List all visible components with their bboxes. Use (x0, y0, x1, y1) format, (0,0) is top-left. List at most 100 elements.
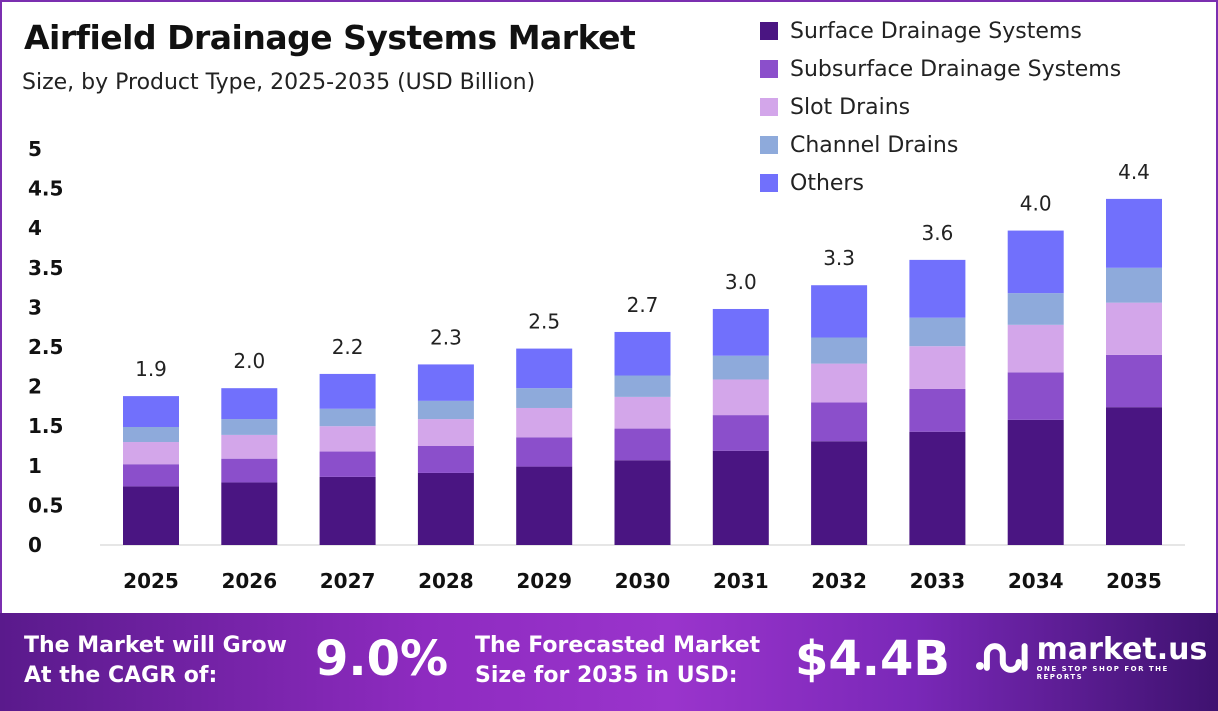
bar-segment-slot-drains (1106, 302, 1162, 355)
y-tick-label: 0.5 (28, 493, 63, 517)
y-tick-label: 1.5 (28, 414, 63, 438)
bar-segment-slot-drains (221, 434, 278, 459)
legend-label: Slot Drains (790, 94, 911, 120)
bar-segment-surface-drainage-systems (614, 460, 671, 545)
total-label: 3.0 (725, 270, 757, 294)
bar-segment-others (909, 259, 966, 318)
bar-segment-channel-drains (811, 337, 868, 364)
total-label: 2.3 (430, 325, 462, 349)
bar-segment-channel-drains (516, 388, 573, 408)
legend-swatch (760, 98, 778, 116)
bar-segment-surface-drainage-systems (417, 472, 474, 545)
bar-segment-surface-drainage-systems (1007, 419, 1064, 545)
y-tick-label: 5 (28, 137, 42, 161)
x-tick-label: 2025 (123, 569, 179, 593)
bar-segment-others (516, 348, 573, 389)
y-tick-label: 2.5 (28, 335, 63, 359)
chart-subtitle: Size, by Product Type, 2025-2035 (USD Bi… (22, 70, 536, 95)
legend-swatch (760, 60, 778, 78)
legend-swatch (760, 22, 778, 40)
cagr-label-line2: At the CAGR of: (24, 663, 218, 688)
legend-item: Others (760, 164, 1121, 202)
bar-segment-others (811, 285, 868, 338)
bar-segment-others (417, 364, 474, 401)
bar-segment-surface-drainage-systems (516, 466, 573, 545)
forecast-label-line2: Size for 2035 in USD: (475, 663, 738, 688)
stacked-bar-chart: 0 0.5 1 1.5 2 2.5 3 3.5 4 4.5 5 1.9 2025 2.0 2026 2.2 20… (28, 137, 1185, 593)
total-label: 1.9 (135, 357, 167, 381)
bar-segment-channel-drains (123, 426, 179, 443)
bar-segment-subsurface-drainage-systems (1106, 354, 1162, 408)
chart-frame (0, 0, 1218, 613)
legend-item: Slot Drains (760, 88, 1121, 126)
bar-segment-channel-drains (221, 419, 278, 435)
legend-label: Channel Drains (790, 132, 959, 158)
forecast-value: $4.4B (795, 631, 951, 687)
legend-label: Others (790, 170, 864, 196)
summary-banner: The Market will Grow At the CAGR of: 9.0… (0, 613, 1218, 711)
total-label: 2.7 (627, 293, 659, 317)
bar-segment-channel-drains (712, 355, 769, 380)
bar-segment-slot-drains (811, 363, 868, 403)
y-tick-label: 2 (28, 375, 42, 399)
bar-segment-subsurface-drainage-systems (221, 458, 278, 483)
bar-segment-surface-drainage-systems (123, 486, 179, 545)
bar-segment-slot-drains (417, 419, 474, 446)
chart-title: Airfield Drainage Systems Market (24, 18, 636, 57)
bar-segment-others (319, 373, 376, 409)
legend-swatch (760, 136, 778, 154)
bar-segment-subsurface-drainage-systems (516, 437, 573, 467)
legend-swatch (760, 174, 778, 192)
y-tick-label: 3 (28, 295, 42, 319)
total-label: 3.6 (921, 221, 953, 245)
y-tick-label: 3.5 (28, 256, 63, 280)
legend-label: Surface Drainage Systems (790, 18, 1082, 44)
legend-label: Subsurface Drainage Systems (790, 56, 1122, 82)
x-tick-label: 2027 (320, 569, 376, 593)
x-tick-label: 2026 (221, 569, 277, 593)
bar-segment-slot-drains (614, 396, 671, 429)
bar-segment-others (1106, 198, 1162, 268)
legend-item: Subsurface Drainage Systems (760, 50, 1121, 88)
total-label: 4.4 (1118, 160, 1150, 184)
x-tick-label: 2034 (1008, 569, 1064, 593)
market-us-logo: market.us ONE STOP SHOP FOR THE REPORTS (975, 635, 1218, 681)
cagr-value: 9.0% (315, 631, 449, 687)
bar-segment-others (123, 396, 179, 427)
total-label: 2.5 (528, 310, 560, 334)
x-tick-label: 2030 (615, 569, 671, 593)
logo-name: market.us (1036, 632, 1208, 667)
bar-segment-slot-drains (1007, 324, 1064, 373)
bar-segment-channel-drains (417, 400, 474, 420)
x-tick-label: 2035 (1106, 569, 1162, 593)
x-tick-label: 2029 (516, 569, 572, 593)
bar-segment-subsurface-drainage-systems (614, 428, 671, 461)
bar-segment-slot-drains (712, 379, 769, 416)
bar-segment-subsurface-drainage-systems (712, 415, 769, 451)
legend: Surface Drainage Systems Subsurface Drain… (760, 12, 1121, 202)
forecast-label-line1: The Forecasted Market (475, 633, 761, 658)
bar-segment-others (712, 308, 769, 356)
x-tick-label: 2033 (910, 569, 966, 593)
bar-segment-surface-drainage-systems (811, 441, 868, 545)
y-tick-label: 4.5 (28, 177, 63, 201)
total-label: 4.0 (1020, 192, 1052, 216)
bar-segment-channel-drains (614, 375, 671, 397)
bar-segment-channel-drains (1106, 267, 1162, 303)
bar-segment-slot-drains (123, 442, 179, 465)
y-tick-label: 1 (28, 454, 42, 478)
bar-segment-subsurface-drainage-systems (811, 402, 868, 442)
x-tick-label: 2032 (811, 569, 867, 593)
legend-item: Surface Drainage Systems (760, 12, 1121, 50)
y-tick-label: 4 (28, 216, 42, 240)
bar-segment-others (614, 331, 671, 376)
cagr-label-line1: The Market will Grow (24, 633, 287, 658)
logo-tagline: ONE STOP SHOP FOR THE REPORTS (1036, 665, 1169, 681)
x-tick-label: 2031 (713, 569, 769, 593)
bar-segment-subsurface-drainage-systems (319, 451, 376, 477)
bar-segment-subsurface-drainage-systems (417, 446, 474, 473)
bar-segment-subsurface-drainage-systems (1007, 372, 1064, 420)
legend-item: Channel Drains (760, 126, 1121, 164)
bar-segment-channel-drains (909, 317, 966, 347)
bar-segment-surface-drainage-systems (712, 450, 769, 545)
